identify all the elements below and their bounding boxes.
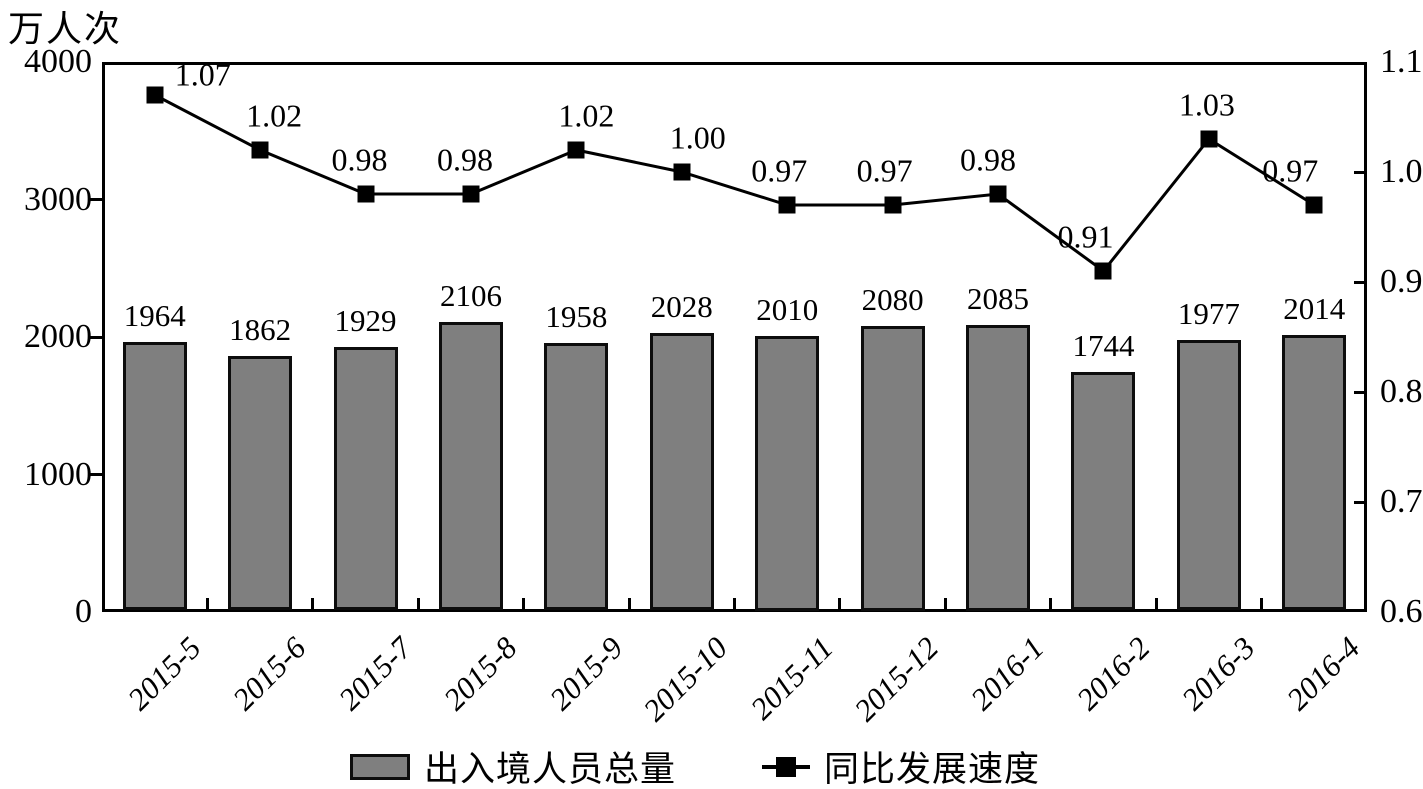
x-axis-tick-label: 2015-7 — [331, 630, 419, 717]
x-axis-tick — [943, 598, 947, 611]
line-marker — [989, 185, 1007, 203]
left-axis-title: 万人次 — [8, 9, 123, 49]
line-marker — [884, 196, 902, 214]
right-axis-tick-label: 0.8 — [1380, 373, 1423, 410]
bar-value-label: 2028 — [650, 289, 713, 325]
line-marker — [673, 163, 691, 181]
bar-value-label: 1977 — [1177, 296, 1240, 332]
bar-value-label: 1744 — [1072, 328, 1135, 364]
x-axis-tick-label: 2015-8 — [436, 630, 524, 717]
line-marker — [462, 185, 480, 203]
bar — [333, 346, 398, 611]
right-axis-tick — [1354, 390, 1367, 394]
line-marker — [778, 196, 796, 214]
line-value-label: 0.98 — [436, 141, 493, 178]
line-value-label: 0.91 — [1057, 218, 1114, 255]
x-axis-tick-label: 2015-11 — [743, 630, 840, 727]
x-axis-tick-label: 2015-6 — [226, 630, 313, 717]
bar — [1282, 335, 1347, 611]
x-axis-tick — [838, 598, 842, 611]
x-axis-tick-label: 2015-5 — [120, 630, 208, 717]
line-value-label: 0.98 — [331, 141, 388, 178]
bar — [966, 325, 1031, 611]
bar-value-label: 2014 — [1283, 291, 1346, 327]
left-axis-tick — [89, 198, 102, 201]
line-marker — [1094, 262, 1112, 280]
right-axis-tick-label: 0.7 — [1380, 483, 1423, 520]
bar-value-label: 2106 — [439, 278, 502, 314]
x-axis-tick-label: 2016-2 — [1069, 630, 1157, 717]
x-axis-tick-label: 2016-4 — [1280, 630, 1368, 717]
right-axis-tick — [1354, 170, 1367, 174]
line-value-label: 1.02 — [246, 97, 303, 134]
line-marker — [357, 185, 375, 203]
x-axis-tick-label: 2015-9 — [542, 630, 630, 717]
bar-value-label: 2085 — [967, 281, 1030, 317]
line-value-label: 1.07 — [174, 56, 231, 93]
bar-value-label: 1929 — [334, 302, 397, 338]
legend-label-line-series: 同比发展速度 — [824, 750, 1041, 789]
bar — [1176, 340, 1241, 611]
x-axis-tick — [205, 598, 209, 611]
right-axis-tick-label: 1.1 — [1380, 43, 1423, 80]
bar-value-label: 1862 — [229, 311, 292, 347]
line-value-label: 0.97 — [1262, 152, 1319, 189]
left-axis-tick-label: 1000 — [24, 455, 92, 493]
left-axis-tick-label: 4000 — [24, 43, 92, 80]
line-value-label: 1.03 — [1178, 86, 1235, 123]
right-axis-tick — [1354, 280, 1367, 284]
x-axis-tick — [627, 598, 631, 611]
legend-label-bar-series: 出入境人员总量 — [424, 750, 677, 789]
legend: 出入境人员总量 同比发展速度 — [0, 744, 1423, 789]
right-axis-tick — [1354, 500, 1367, 504]
x-axis-tick — [311, 598, 315, 611]
left-axis-tick-label: 2000 — [24, 318, 92, 355]
legend-item-bar-series: 出入境人员总量 — [350, 744, 676, 789]
x-axis-tick — [1154, 598, 1158, 611]
legend-item-line-series: 同比发展速度 — [762, 744, 1040, 789]
bar — [544, 342, 609, 611]
line-marker — [1305, 196, 1323, 214]
bar-value-label: 2080 — [861, 282, 924, 317]
line-marker — [251, 141, 269, 159]
line-value-label: 0.97 — [751, 152, 808, 189]
x-axis-tick — [522, 598, 526, 611]
bar — [649, 333, 714, 611]
bar — [1071, 372, 1136, 611]
bar — [860, 326, 925, 611]
left-axis-tick — [89, 473, 102, 476]
x-axis-tick-label: 2016-1 — [963, 630, 1051, 717]
left-axis-tick-label: 0 — [75, 593, 92, 630]
line-marker — [146, 86, 164, 104]
bar — [755, 335, 820, 611]
line-value-label: 1.02 — [558, 97, 615, 134]
left-axis-tick-label: 3000 — [24, 180, 92, 218]
line-series-marker-icon — [762, 755, 810, 779]
x-axis-tick — [1049, 598, 1053, 611]
right-axis-tick-label: 0.6 — [1380, 593, 1423, 630]
line-value-label: 0.98 — [960, 141, 1017, 178]
bar — [122, 341, 187, 611]
x-axis-tick-label: 2016-3 — [1174, 630, 1262, 717]
bar-value-label: 1958 — [545, 298, 608, 334]
bar — [438, 322, 503, 611]
x-axis-tick — [1260, 598, 1264, 611]
x-axis-tick — [733, 598, 736, 611]
bar-value-label: 1964 — [123, 297, 186, 333]
line-value-label: 0.97 — [856, 152, 913, 189]
x-axis-tick-label: 2015-10 — [636, 630, 735, 728]
line-value-label: 1.00 — [669, 119, 726, 156]
bar-series-swatch-icon — [350, 753, 410, 780]
line-marker — [567, 141, 585, 159]
bar — [228, 355, 293, 611]
x-axis-tick-label: 2015-12 — [847, 630, 946, 728]
bar-value-label: 2010 — [756, 291, 819, 327]
line-marker — [1200, 130, 1218, 148]
right-axis-tick-label: 0.9 — [1380, 263, 1423, 300]
left-axis-tick — [89, 335, 102, 339]
right-axis-tick-label: 1.0 — [1380, 153, 1423, 190]
x-axis-tick — [416, 598, 420, 611]
